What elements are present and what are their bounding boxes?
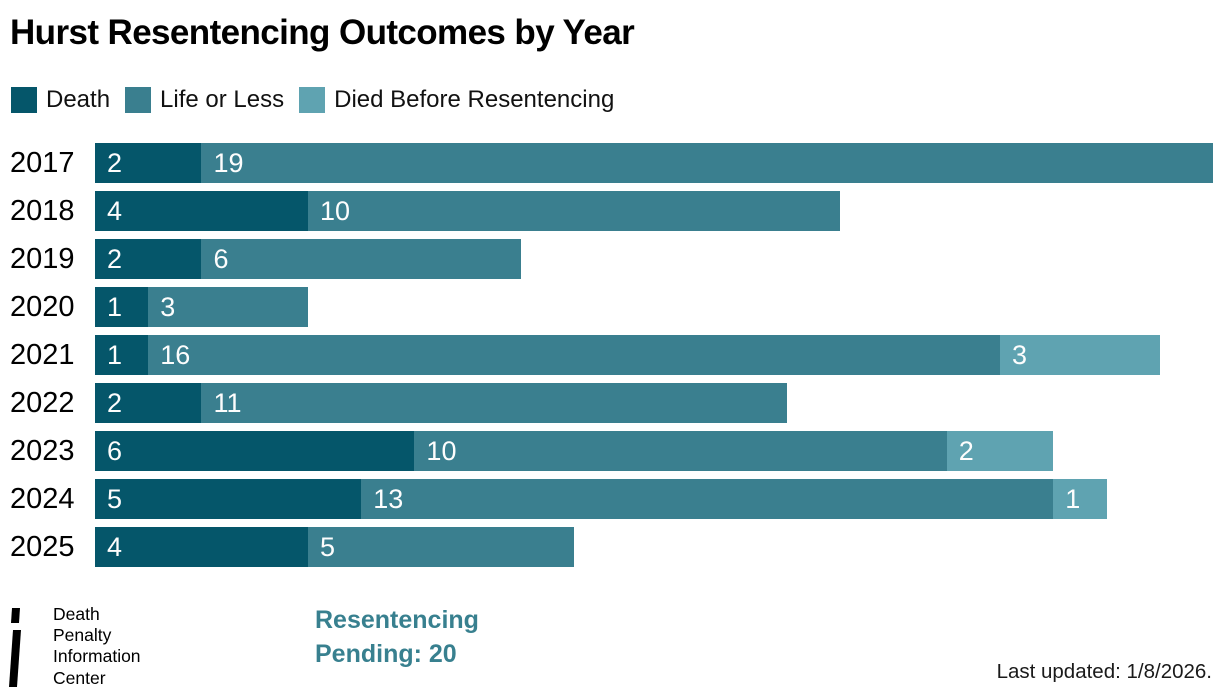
dpic-i-mark-icon: [9, 608, 21, 687]
legend-label: Died Before Resentencing: [334, 86, 615, 113]
bar-value-label: 10: [426, 436, 457, 466]
bar-value-label: 13: [373, 484, 404, 514]
bar-segment-death[interactable]: 2: [95, 143, 202, 183]
legend-swatch-icon: [11, 87, 37, 113]
bar-track: 6 10 2: [95, 431, 1213, 471]
chart-row-2024: 2024 5 13 1: [0, 479, 1213, 519]
chart-row-2017: 2017 2 19: [0, 143, 1213, 183]
year-label: 2024: [10, 483, 75, 515]
dpic-logo: Death Penalty Information Center: [8, 604, 141, 690]
bar-value-label: 5: [319, 532, 335, 562]
year-label: 2021: [10, 339, 75, 371]
bar-segment-death[interactable]: 5: [95, 479, 362, 519]
bar-segment-life-or-less[interactable]: 5: [307, 527, 575, 567]
year-label: 2022: [10, 387, 75, 419]
year-label: 2025: [10, 531, 75, 563]
bar-track: 2 11: [95, 383, 1213, 423]
chart-row-2018: 2018 4 10: [0, 191, 1213, 231]
bar-value-label: 2: [958, 436, 974, 466]
year-label: 2018: [10, 195, 75, 227]
bar-segment-life-or-less[interactable]: 11: [201, 383, 788, 423]
bar-segment-death[interactable]: 1: [95, 335, 149, 375]
last-updated-text: Last updated: 1/8/2026.: [996, 660, 1212, 683]
bar-value-label: 1: [1065, 484, 1081, 514]
bar-value-label: 4: [107, 532, 123, 562]
bar-value-label: 1: [107, 340, 123, 370]
legend-item-death[interactable]: Death: [11, 86, 110, 114]
chart-row-2021: 2021 1 16 3: [0, 335, 1213, 375]
year-label: 2019: [10, 243, 75, 275]
bar-segment-life-or-less[interactable]: 19: [201, 143, 1213, 183]
bar-value-label: 16: [160, 340, 191, 370]
bar-value-label: 6: [107, 436, 123, 466]
chart-row-2022: 2022 2 11: [0, 383, 1213, 423]
logo-line: Information: [53, 646, 141, 667]
pending-line-1: Resentencing: [315, 606, 479, 634]
legend-item-died-before-resentencing[interactable]: Died Before Resentencing: [299, 86, 614, 114]
pending-line-2: Pending: 20: [315, 640, 457, 668]
bar-segment-death[interactable]: 6: [95, 431, 415, 471]
legend-swatch-icon: [299, 87, 326, 113]
year-label: 2017: [10, 147, 75, 179]
bar-segment-death[interactable]: 4: [95, 527, 308, 567]
bar-segment-died-before-resentencing[interactable]: 2: [946, 431, 1054, 471]
bar-segment-life-or-less[interactable]: 10: [307, 191, 841, 231]
logo-line: Death: [53, 604, 100, 624]
bar-segment-life-or-less[interactable]: 6: [201, 239, 521, 279]
bar-segment-death[interactable]: 4: [95, 191, 308, 231]
page-title: Hurst Resentencing Outcomes by Year: [10, 13, 635, 52]
chart-row-2025: 2025 4 5: [0, 527, 1213, 567]
stacked-bar-chart: 2017 2 19 2018 4 10 2019 2 6 2020 1 3 2021 1 16 3 2022 2 1…: [0, 143, 1213, 575]
year-label: 2023: [10, 435, 75, 467]
bar-value-label: 10: [319, 196, 350, 226]
bar-value-label: 4: [107, 196, 123, 226]
chart-row-2023: 2023 6 10 2: [0, 431, 1213, 471]
legend-label: Death: [46, 86, 111, 113]
bar-value-label: 5: [107, 484, 123, 514]
legend-item-life-or-less[interactable]: Life or Less: [125, 86, 284, 114]
bar-value-label: 3: [160, 292, 176, 322]
bar-segment-death[interactable]: 2: [95, 383, 202, 423]
bar-segment-death[interactable]: 2: [95, 239, 202, 279]
logo-line: Penalty: [53, 625, 112, 646]
bar-track: 2 19: [95, 143, 1213, 183]
bar-value-label: 1: [107, 292, 123, 322]
chart-row-2020: 2020 1 3: [0, 287, 1213, 327]
bar-track: 1 16 3: [95, 335, 1213, 375]
bar-track: 5 13 1: [95, 479, 1213, 519]
resentencing-pending-note: Resentencing Pending: 20: [315, 603, 479, 671]
bar-segment-died-before-resentencing[interactable]: 1: [1053, 479, 1107, 519]
bar-segment-life-or-less[interactable]: 3: [148, 287, 308, 327]
bar-segment-life-or-less[interactable]: 16: [148, 335, 1001, 375]
legend-label: Life or Less: [160, 86, 285, 113]
legend-swatch-icon: [125, 87, 152, 113]
bar-value-label: 3: [1012, 340, 1028, 370]
bar-value-label: 11: [213, 388, 242, 418]
dpic-logo-text: Death Penalty Information Center: [53, 604, 141, 689]
bar-value-label: 6: [213, 244, 229, 274]
bar-segment-life-or-less[interactable]: 13: [361, 479, 1054, 519]
bar-value-label: 2: [107, 244, 123, 274]
bar-value-label: 19: [213, 148, 244, 178]
bar-track: 4 10: [95, 191, 1213, 231]
chart-legend: Death Life or Less Died Before Resentencin…: [11, 86, 614, 114]
bar-value-label: 2: [107, 148, 123, 178]
bar-segment-died-before-resentencing[interactable]: 3: [1000, 335, 1160, 375]
bar-value-label: 2: [107, 388, 123, 418]
bar-segment-death[interactable]: 1: [95, 287, 149, 327]
year-label: 2020: [10, 291, 75, 323]
bar-segment-life-or-less[interactable]: 10: [414, 431, 947, 471]
logo-line: Center: [53, 667, 106, 688]
chart-row-2019: 2019 2 6: [0, 239, 1213, 279]
